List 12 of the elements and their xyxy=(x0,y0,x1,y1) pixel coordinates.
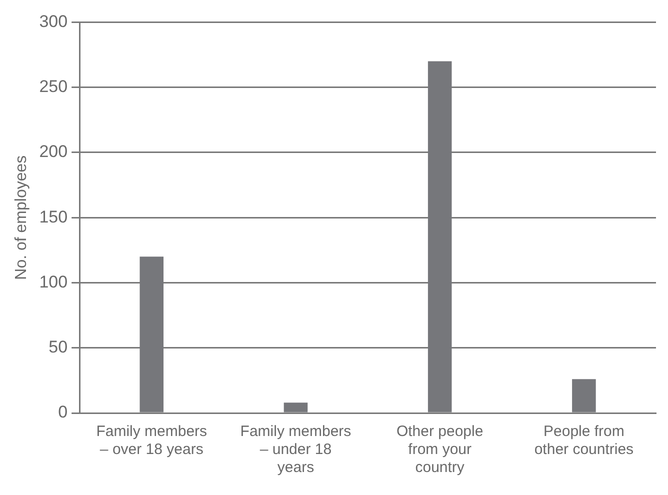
x-tick-label: Family members – under 18 years xyxy=(240,423,352,476)
x-tick-label: Family members – over 18 years xyxy=(96,423,208,458)
y-tick-label: 200 xyxy=(39,142,68,162)
y-tick-label: 250 xyxy=(39,77,68,96)
y-tick-label: 100 xyxy=(39,272,68,292)
x-tick-label: Other people from your country xyxy=(396,423,484,476)
y-tick-label: 150 xyxy=(39,207,68,226)
y-axis-title: No. of employees xyxy=(13,155,30,280)
y-tick-label: 0 xyxy=(58,402,68,422)
y-tick-label: 50 xyxy=(48,338,68,357)
y-tick-label: 300 xyxy=(39,12,68,31)
x-tick-label: People from other countries xyxy=(534,423,634,458)
